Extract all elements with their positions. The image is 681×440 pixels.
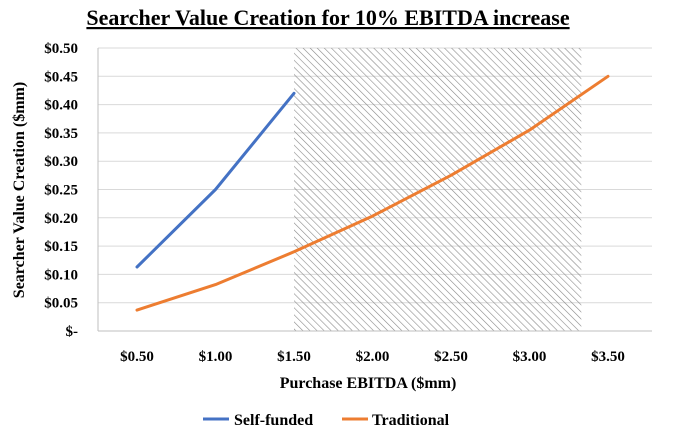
series-lines bbox=[135, 74, 610, 312]
y-tick-labels: $- $0.05 $0.10 $0.15 $0.20 $0.25 $0.30 $0.35 $0.… bbox=[44, 41, 78, 340]
x-tick-labels: $0.50 $1.00 $1.50 $2.00 $2.50 $3.00 $3.50 bbox=[120, 349, 625, 365]
x-tick-label: $3.50 bbox=[591, 349, 625, 365]
legend-label: Traditional bbox=[372, 412, 450, 429]
y-tick-label: $0.25 bbox=[44, 183, 78, 199]
x-tick-label: $1.50 bbox=[277, 349, 311, 365]
x-tick-label: $1.00 bbox=[199, 349, 233, 365]
y-tick-label: $- bbox=[66, 324, 79, 340]
y-tick-label: $0.20 bbox=[44, 211, 78, 227]
chart-title: Searcher Value Creation for 10% EBITDA i… bbox=[86, 5, 569, 30]
x-tick-label: $2.00 bbox=[356, 349, 390, 365]
y-tick-label: $0.05 bbox=[44, 296, 78, 312]
y-tick-label: $0.35 bbox=[44, 126, 78, 142]
axes bbox=[97, 48, 652, 332]
x-tick-label: $2.50 bbox=[434, 349, 468, 365]
shaded-region bbox=[294, 48, 582, 331]
x-tick-label: $0.50 bbox=[120, 349, 154, 365]
x-tick-label: $3.00 bbox=[513, 349, 547, 365]
series-line-self-funded bbox=[135, 91, 296, 269]
y-axis-label: Searcher Value Creation ($mm) bbox=[11, 82, 28, 298]
y-tick-label: $0.15 bbox=[44, 239, 78, 255]
y-tick-label: $0.40 bbox=[44, 98, 78, 114]
shaded-region-layer bbox=[294, 48, 582, 331]
y-tick-label: $0.45 bbox=[44, 69, 78, 85]
legend-label: Self-funded bbox=[234, 412, 313, 429]
legend: Self-funded Traditional bbox=[203, 412, 450, 429]
series-line-traditional bbox=[135, 74, 610, 312]
y-tick-label: $0.30 bbox=[44, 154, 78, 170]
y-tick-label: $0.50 bbox=[44, 41, 78, 57]
y-tick-label: $0.10 bbox=[44, 267, 78, 283]
x-axis-label: Purchase EBITDA ($mm) bbox=[280, 375, 457, 392]
